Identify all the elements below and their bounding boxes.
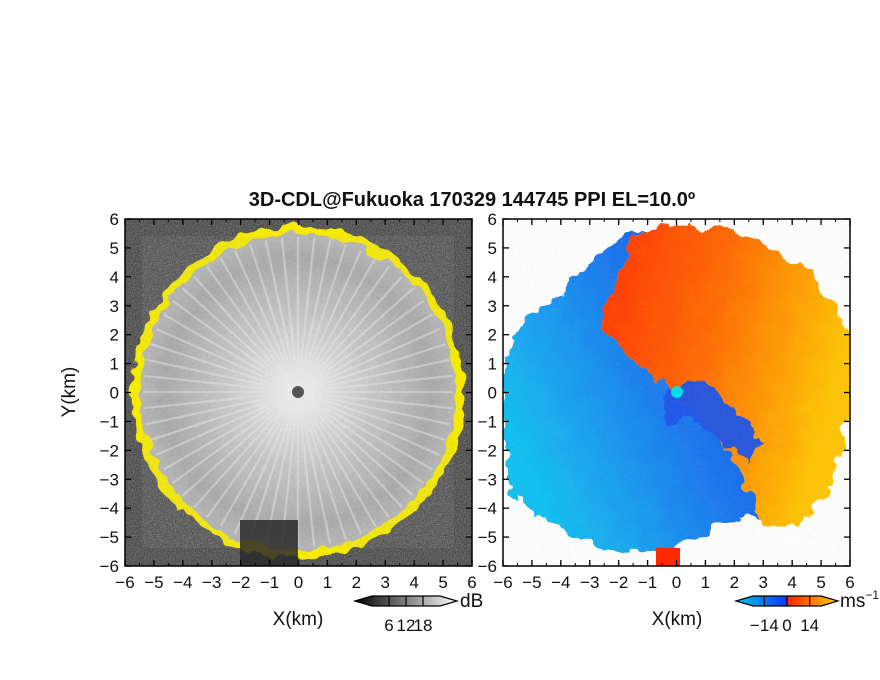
snr-beam-streaks xyxy=(143,237,453,547)
colorbar-tick-label: 18 xyxy=(414,616,433,635)
velocity-heatmap xyxy=(503,219,850,566)
x-tick-label: −4 xyxy=(173,573,192,592)
velocity-x-axis-label: X(km) xyxy=(652,609,703,630)
y-tick-label: 3 xyxy=(110,297,119,316)
snr-y-axis-label: Y(km) xyxy=(59,367,80,418)
y-tick-label: −4 xyxy=(478,499,497,518)
x-tick-label: 2 xyxy=(352,573,361,592)
x-tick-label: 3 xyxy=(381,573,390,592)
x-tick-label: 1 xyxy=(323,573,332,592)
y-tick-label: 3 xyxy=(488,297,497,316)
x-tick-label: −2 xyxy=(609,573,628,592)
y-tick-label: 4 xyxy=(488,268,497,287)
snr-colorbar-unit: dB xyxy=(460,591,483,612)
y-tick-label: 4 xyxy=(110,268,119,287)
y-tick-label: −4 xyxy=(100,499,119,518)
y-tick-label: −3 xyxy=(478,470,497,489)
y-tick-label: 1 xyxy=(488,355,497,374)
x-tick-label: 0 xyxy=(672,573,681,592)
velocity-red-patch xyxy=(656,548,680,566)
y-tick-label: −1 xyxy=(478,412,497,431)
y-tick-label: 5 xyxy=(488,239,497,258)
velocity-colorbar: −14 0 14 ms−1 xyxy=(733,588,879,635)
x-tick-label: 5 xyxy=(816,573,825,592)
radar-site-marker xyxy=(671,386,683,398)
y-tick-label: −2 xyxy=(478,441,497,460)
velocity-colorbar-unit: ms−1 xyxy=(840,588,879,612)
x-tick-label: −6 xyxy=(115,573,134,592)
x-tick-label: 3 xyxy=(759,573,768,592)
y-tick-label: 0 xyxy=(110,384,119,403)
y-tick-label: 2 xyxy=(488,326,497,345)
x-tick-label: −1 xyxy=(260,573,279,592)
x-tick-label: −5 xyxy=(144,573,163,592)
y-tick-label: −5 xyxy=(478,528,497,547)
y-tick-label: −6 xyxy=(478,557,497,576)
x-tick-label: 1 xyxy=(701,573,710,592)
colorbar-tick-label: 6 xyxy=(384,616,393,635)
x-tick-label: −4 xyxy=(551,573,570,592)
y-tick-label: 6 xyxy=(488,210,497,229)
snr-heatmap xyxy=(125,219,472,566)
snr-x-axis-label: X(km) xyxy=(273,609,324,630)
x-tick-label: 0 xyxy=(294,573,303,592)
x-tick-label: 4 xyxy=(787,573,796,592)
chart-title: 3D-CDL@Fukuoka 170329 144745 PPI EL=10.0… xyxy=(249,189,695,211)
x-tick-label: −2 xyxy=(231,573,250,592)
x-tick-label: 2 xyxy=(730,573,739,592)
colorbar-tick-label: 14 xyxy=(800,616,819,635)
y-tick-label: 2 xyxy=(110,326,119,345)
x-tick-label: −3 xyxy=(580,573,599,592)
colorbar-tick-label: 12 xyxy=(397,616,416,635)
radar-site-marker xyxy=(292,386,304,398)
x-tick-label: −1 xyxy=(638,573,657,592)
y-tick-label: −5 xyxy=(100,528,119,547)
y-tick-label: −3 xyxy=(100,470,119,489)
y-tick-label: −2 xyxy=(100,441,119,460)
y-tick-label: 6 xyxy=(110,210,119,229)
y-tick-label: −1 xyxy=(100,412,119,431)
y-tick-label: 1 xyxy=(110,355,119,374)
x-tick-label: 4 xyxy=(409,573,418,592)
x-tick-label: −3 xyxy=(202,573,221,592)
x-tick-label: 6 xyxy=(845,573,854,592)
snr-blocked-sector xyxy=(240,520,298,566)
x-tick-label: −6 xyxy=(493,573,512,592)
x-tick-label: 6 xyxy=(467,573,476,592)
colorbar-tick-label: 0 xyxy=(782,616,791,635)
x-tick-label: −5 xyxy=(522,573,541,592)
y-tick-label: 5 xyxy=(110,239,119,258)
y-tick-label: −6 xyxy=(100,557,119,576)
y-tick-label: 0 xyxy=(488,384,497,403)
x-tick-label: 5 xyxy=(438,573,447,592)
colorbar-tick-label: −14 xyxy=(750,616,779,635)
